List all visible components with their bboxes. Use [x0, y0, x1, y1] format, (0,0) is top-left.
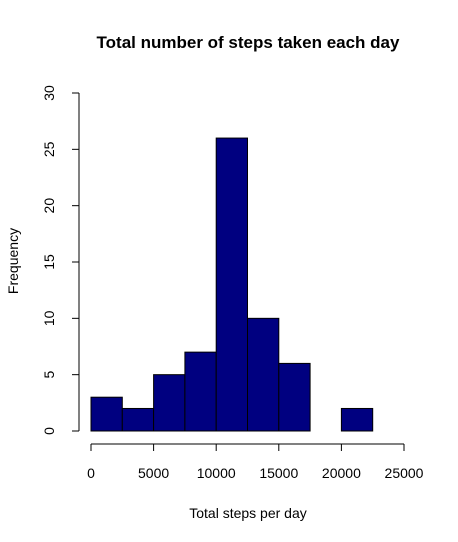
y-axis-label: Frequency [5, 228, 21, 294]
x-tick-label: 0 [87, 465, 95, 481]
y-tick-label: 20 [41, 198, 57, 214]
histogram-bar [340, 407, 374, 432]
x-tick-label: 25000 [385, 465, 424, 481]
histogram-bar [121, 407, 155, 432]
histogram-bar [278, 362, 311, 432]
y-tick-label: 25 [41, 141, 57, 157]
histogram-bar [215, 137, 248, 432]
y-tick-label: 5 [41, 371, 57, 379]
y-tick-label: 15 [41, 254, 57, 270]
x-tick-label: 5000 [138, 465, 169, 481]
y-tick-label: 0 [41, 427, 57, 435]
x-tick-label: 10000 [197, 465, 236, 481]
y-tick-label: 30 [41, 85, 57, 101]
histogram-bar [184, 351, 217, 432]
x-axis-label: Total steps per day [189, 505, 307, 521]
bars-group [90, 137, 374, 432]
y-axis: 0 5 10 15 20 25 30 [41, 85, 80, 435]
y-tick-label: 10 [41, 310, 57, 326]
x-tick-label: 15000 [259, 465, 298, 481]
histogram-bar [153, 374, 186, 432]
x-tick-label: 20000 [322, 465, 361, 481]
histogram-bar [247, 317, 280, 432]
chart-title: Total number of steps taken each day [97, 33, 400, 52]
x-axis: 0 5000 10000 15000 20000 25000 [87, 443, 424, 481]
histogram-bar [90, 396, 123, 432]
